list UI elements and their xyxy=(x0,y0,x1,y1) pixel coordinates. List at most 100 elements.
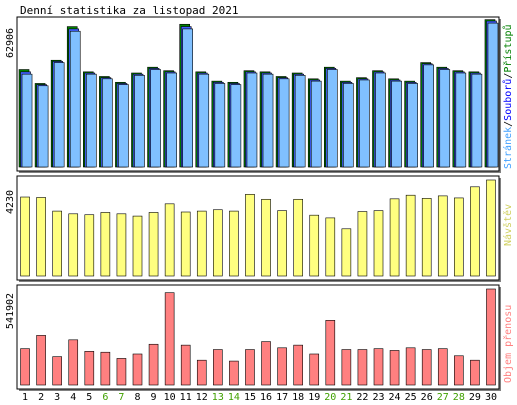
bar-kbytes-day-2 xyxy=(36,335,46,386)
bar-pages-day-23 xyxy=(375,72,386,168)
legend-pages-files-hits: Stránek/Souborů/Přístupů xyxy=(502,24,514,169)
bar-pages-day-19 xyxy=(310,80,322,168)
day-label-30: 30 xyxy=(485,392,497,403)
chart-title: Denní statistika za listopad 2021 xyxy=(20,4,239,17)
bar-visits-day-22 xyxy=(357,211,368,277)
bar-visits-day-12 xyxy=(196,210,207,277)
bar-visits-day-11 xyxy=(180,211,191,277)
day-label-18: 18 xyxy=(292,392,304,403)
bar-pages-day-5 xyxy=(86,73,97,168)
bar-pages-day-24 xyxy=(391,80,402,168)
bar-pages-day-6 xyxy=(102,78,113,168)
bar-kbytes-day-26 xyxy=(421,349,432,386)
bar-visits-day-24 xyxy=(389,198,400,277)
bar-visits-day-8 xyxy=(132,215,143,277)
bar-kbytes-day-5 xyxy=(84,351,95,386)
bar-kbytes-day-21 xyxy=(341,349,352,386)
day-label-15: 15 xyxy=(244,392,256,403)
bar-visits-day-25 xyxy=(405,194,416,277)
bar-kbytes-day-10 xyxy=(164,292,175,386)
day-label-3: 3 xyxy=(54,392,60,403)
bar-visits-day-23 xyxy=(373,210,384,277)
legend-item-sep1: / xyxy=(503,121,514,127)
bar-visits-day-13 xyxy=(213,209,223,277)
bar-kbytes-day-9 xyxy=(148,343,159,386)
panel-frame xyxy=(16,284,500,390)
bar-pages-day-17 xyxy=(278,78,290,168)
bar-visits-day-4 xyxy=(68,213,79,277)
bar-kbytes-day-23 xyxy=(373,348,384,386)
bar-kbytes-day-30 xyxy=(486,288,496,386)
bar-visits-day-20 xyxy=(325,217,336,277)
bar-visits-day-28 xyxy=(454,197,464,277)
day-label-4: 4 xyxy=(70,392,76,403)
bar-visits-day-1 xyxy=(20,196,30,277)
panel-kbytes: 541902 Objem přenosu xyxy=(5,284,514,391)
bar-kbytes-day-6 xyxy=(100,351,111,386)
bar-kbytes-day-11 xyxy=(180,344,191,386)
day-label-29: 29 xyxy=(469,392,481,403)
bar-kbytes-day-3 xyxy=(52,356,62,386)
chart-panels: 62906Stránek/Souborů/Přístupů4230Návštěv… xyxy=(5,16,514,391)
bar-pages-day-12 xyxy=(198,73,210,168)
bar-pages-day-16 xyxy=(262,73,274,168)
day-label-17: 17 xyxy=(276,392,288,403)
day-label-11: 11 xyxy=(180,392,192,403)
bar-pages-day-25 xyxy=(407,83,418,168)
day-label-20: 20 xyxy=(324,392,336,403)
day-label-5: 5 xyxy=(86,392,92,403)
bar-pages-day-4 xyxy=(69,30,81,168)
bar-visits-day-9 xyxy=(148,212,159,277)
day-label-28: 28 xyxy=(453,392,465,403)
legend-item-pages: Stránek xyxy=(502,127,514,169)
day-label-13: 13 xyxy=(212,392,224,403)
bar-pages-day-18 xyxy=(294,75,306,168)
bar-kbytes-day-29 xyxy=(470,359,480,386)
bar-kbytes-day-14 xyxy=(229,360,239,386)
legend-item-hits: Přístupů xyxy=(502,24,514,72)
day-label-12: 12 xyxy=(196,392,208,403)
legend-item-sep2: / xyxy=(503,73,514,79)
bar-visits-day-21 xyxy=(341,228,352,277)
panel-frame xyxy=(16,175,500,281)
y-max-label: 4230 xyxy=(5,190,16,214)
bar-visits-day-27 xyxy=(437,195,448,277)
bar-pages-day-20 xyxy=(326,69,338,168)
bar-pages-day-7 xyxy=(118,84,129,168)
day-label-19: 19 xyxy=(308,392,320,403)
bar-visits-day-2 xyxy=(36,197,46,277)
bar-pages-day-27 xyxy=(439,69,451,168)
bar-pages-day-21 xyxy=(343,83,354,168)
bar-pages-day-2 xyxy=(37,85,49,168)
day-label-25: 25 xyxy=(405,392,417,403)
day-labels: 1 2 3 4 5 6 7 8 9 10 11 12 13 14 15 16 17 18 19 20 21 22 23 24 2… xyxy=(22,392,497,403)
bar-pages-day-10 xyxy=(166,72,177,168)
day-label-10: 10 xyxy=(164,392,176,403)
bar-pages-day-8 xyxy=(134,75,145,168)
bar-kbytes-day-24 xyxy=(389,350,400,386)
day-label-6: 6 xyxy=(102,392,108,403)
bar-kbytes-day-25 xyxy=(405,347,416,386)
bar-visits-day-19 xyxy=(309,214,320,277)
bar-pages-day-3 xyxy=(53,62,65,168)
bar-kbytes-day-8 xyxy=(132,353,143,386)
bar-visits-day-15 xyxy=(245,193,255,277)
bar-visits-day-10 xyxy=(164,203,175,277)
bar-pages-day-28 xyxy=(455,72,467,168)
day-label-7: 7 xyxy=(118,392,124,403)
bar-kbytes-day-28 xyxy=(454,355,464,386)
day-label-21: 21 xyxy=(340,392,352,403)
day-label-8: 8 xyxy=(134,392,140,403)
panel-visits: 4230 Návštěv xyxy=(5,175,514,282)
day-label-24: 24 xyxy=(389,392,401,403)
bar-pages-day-11 xyxy=(182,28,193,168)
bar-pages-day-26 xyxy=(423,64,435,168)
bar-kbytes-day-4 xyxy=(68,339,79,386)
bar-pages-day-15 xyxy=(246,72,258,168)
bar-visits-day-26 xyxy=(421,198,432,277)
bar-visits-day-30 xyxy=(486,179,496,277)
bar-pages-day-30 xyxy=(487,22,499,168)
y-max-label: 541902 xyxy=(5,293,16,329)
